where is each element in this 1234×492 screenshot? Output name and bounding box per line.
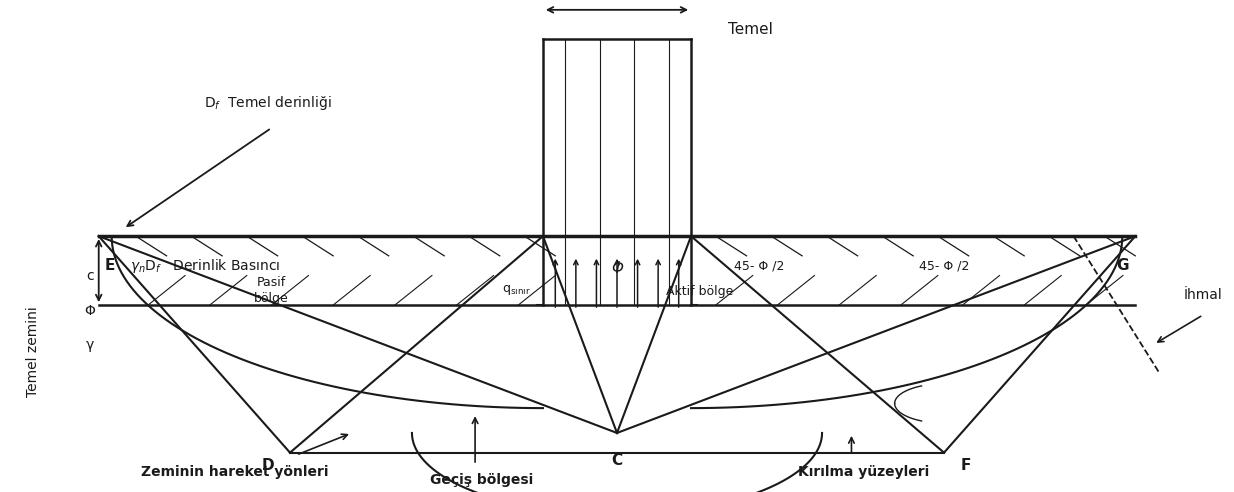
Text: D: D [262, 458, 274, 472]
Text: γ: γ [86, 338, 94, 352]
Text: C: C [611, 453, 623, 467]
Text: c: c [86, 270, 94, 283]
Text: Zeminin hareket yönleri: Zeminin hareket yönleri [141, 465, 328, 479]
Text: Geçiş bölgesi: Geçiş bölgesi [429, 473, 533, 487]
Text: Φ: Φ [85, 304, 95, 318]
Text: İhmal: İhmal [1183, 288, 1223, 302]
Text: Φ: Φ [611, 261, 623, 276]
Text: D$_f$  Temel derinliği: D$_f$ Temel derinliği [204, 94, 331, 112]
Text: q$_{\mathregular{sınır}}$: q$_{\mathregular{sınır}}$ [502, 283, 531, 297]
Text: F: F [961, 458, 971, 472]
Text: Pasif
bölge: Pasif bölge [254, 276, 289, 305]
Text: 45- Φ /2: 45- Φ /2 [734, 259, 785, 272]
Text: E: E [105, 258, 115, 273]
Text: Aktif bölge: Aktif bölge [666, 285, 734, 298]
Text: Kırılma yüzeyleri: Kırılma yüzeyleri [798, 465, 929, 479]
Text: Temel zemini: Temel zemini [26, 307, 41, 397]
Text: Temel: Temel [728, 22, 772, 37]
Text: 45- Φ /2: 45- Φ /2 [919, 259, 970, 272]
Text: G: G [1117, 258, 1129, 273]
Text: $\gamma_n$D$_f$   Derinlik Basıncı: $\gamma_n$D$_f$ Derinlik Basıncı [130, 257, 280, 275]
